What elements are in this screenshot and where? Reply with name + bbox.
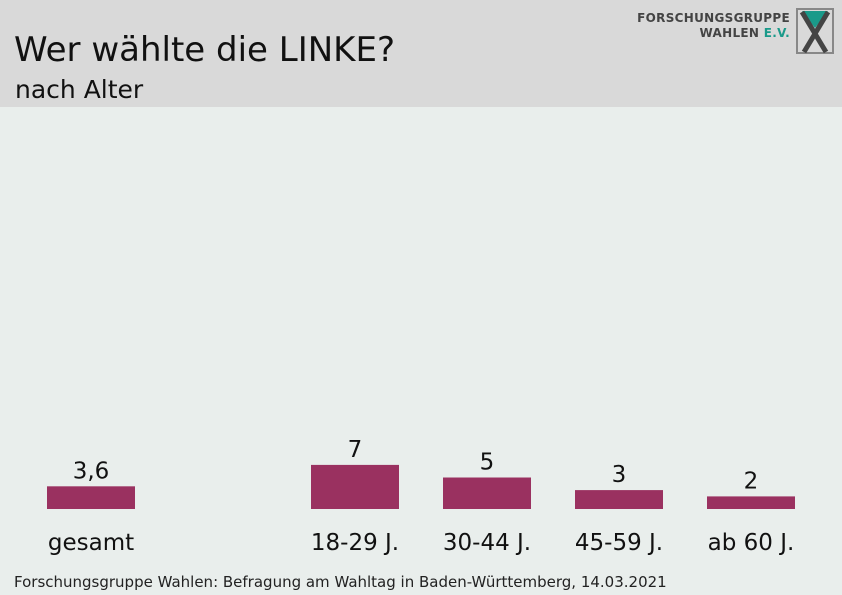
header-band <box>0 0 842 107</box>
bar-1 <box>311 464 399 509</box>
category-label-1: 18-29 J. <box>311 530 399 556</box>
logo-text: FORSCHUNGSGRUPPE WAHLEN E.V. <box>637 11 790 41</box>
chart-title: Wer wählte die LINKE? <box>14 30 396 70</box>
source-note: Forschungsgruppe Wahlen: Befragung am Wa… <box>14 573 667 591</box>
category-label-4: ab 60 J. <box>708 530 795 556</box>
bar-0 <box>47 486 135 509</box>
value-label-0: 3,6 <box>73 458 110 484</box>
logo-ev: E.V. <box>763 26 790 40</box>
category-label-2: 30-44 J. <box>443 530 531 556</box>
bar-4 <box>707 496 795 509</box>
value-label-2: 5 <box>480 450 495 476</box>
logo-line2: WAHLEN E.V. <box>637 26 790 41</box>
logo-wahlen: WAHLEN <box>699 26 760 40</box>
bar-2 <box>443 477 531 509</box>
category-label-3: 45-59 J. <box>575 530 663 556</box>
value-label-3: 3 <box>612 462 627 488</box>
value-label-4: 2 <box>744 468 759 494</box>
bar-3 <box>575 490 663 509</box>
x-logo-icon <box>796 8 834 54</box>
chart-subtitle: nach Alter <box>15 75 144 104</box>
category-label-0: gesamt <box>48 530 134 556</box>
value-label-1: 7 <box>348 437 363 463</box>
logo-line1: FORSCHUNGSGRUPPE <box>637 11 790 25</box>
